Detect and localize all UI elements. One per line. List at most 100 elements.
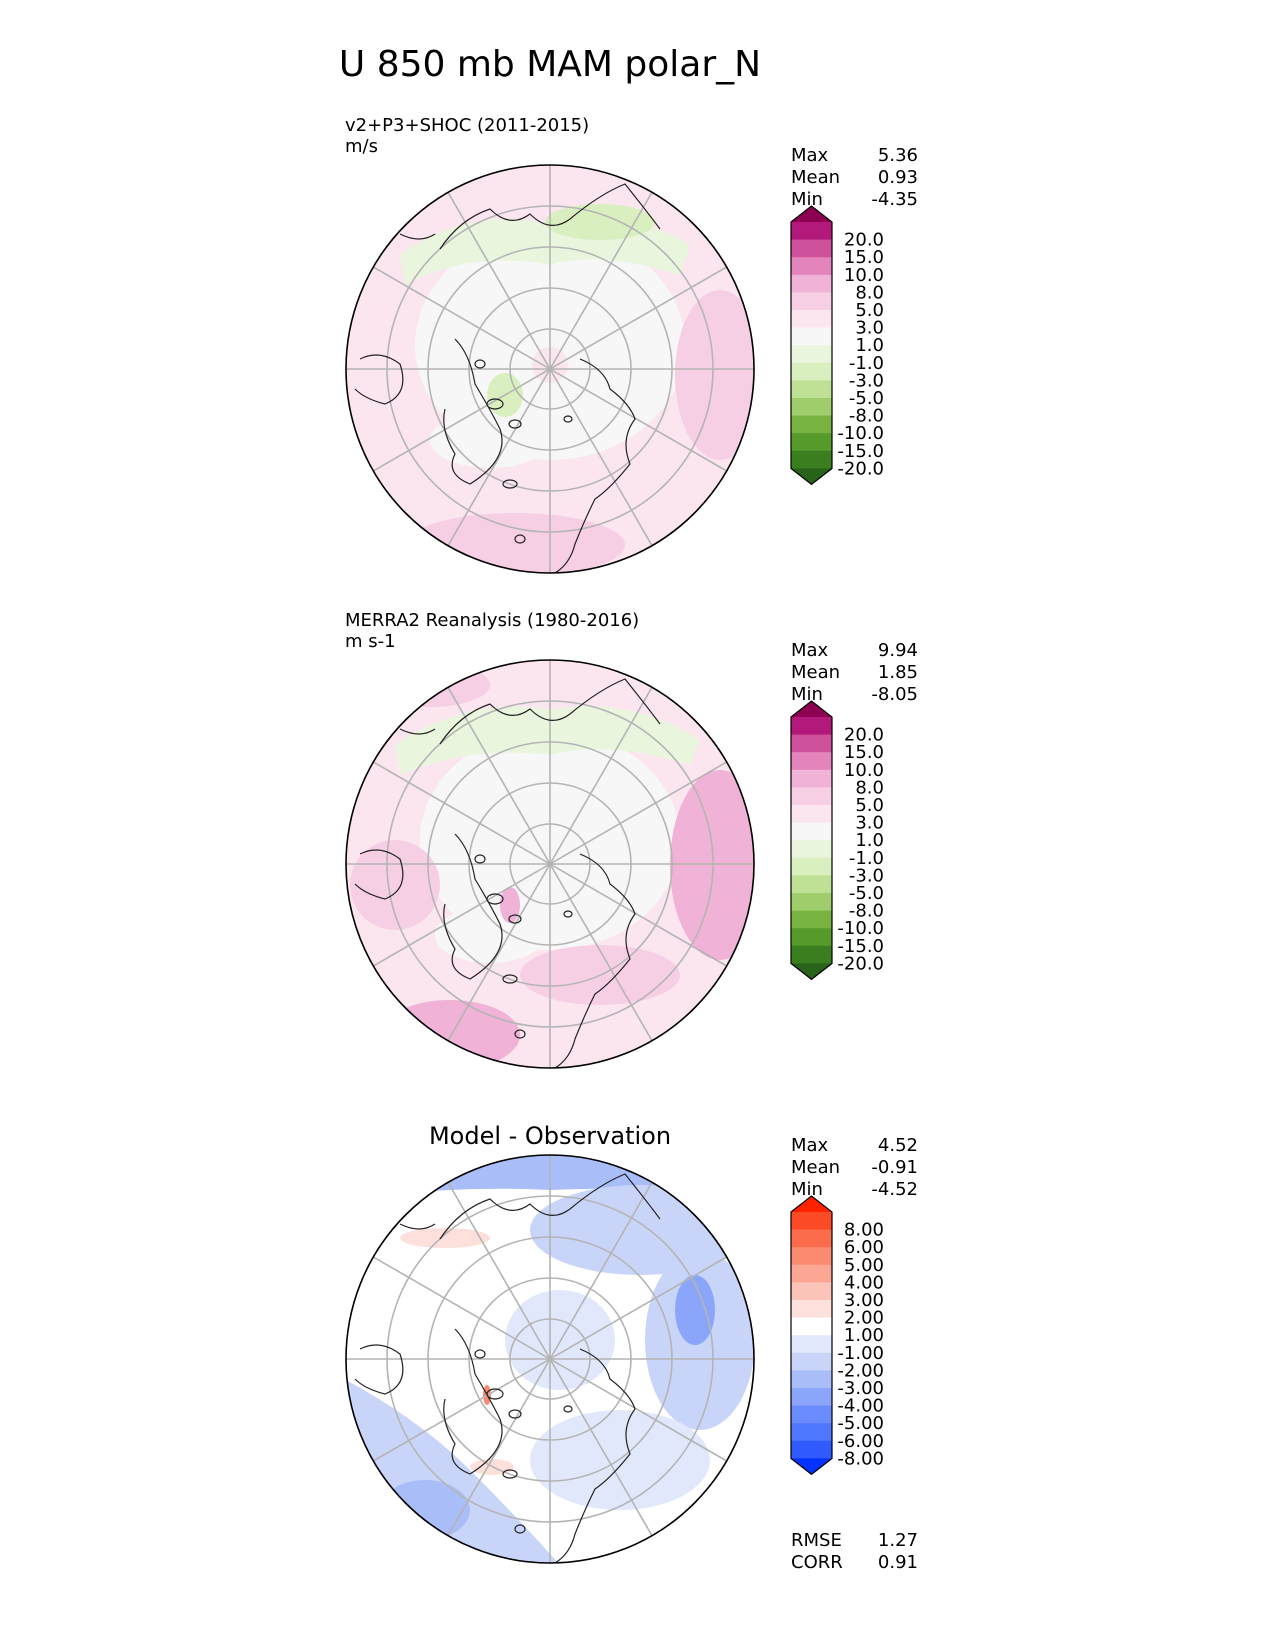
coastline-island	[508, 1409, 522, 1419]
coastline-island	[563, 415, 573, 423]
mean-label: Mean	[791, 662, 840, 683]
colorbar-tick-label: -3.0	[849, 865, 884, 886]
coastline-island	[502, 1469, 518, 1479]
max-value: 5.36	[878, 145, 918, 166]
colorbar-segment	[791, 1317, 832, 1336]
coastline	[439, 183, 661, 250]
colorbar-segment	[791, 1229, 832, 1248]
stats-block: Max 9.94 Mean 1.85 Min -8.05	[791, 640, 918, 705]
corr-value: 0.91	[878, 1552, 918, 1573]
colorbar-segment	[791, 717, 832, 736]
coastline	[354, 1344, 404, 1395]
colorbar-segment	[791, 857, 832, 876]
meridian-line	[447, 686, 653, 1042]
colorbar-tick-label: 10.0	[844, 265, 884, 286]
stats-block: Max 5.36 Mean 0.93 Min -4.35	[791, 145, 918, 210]
min-label: Min	[791, 684, 823, 705]
min-value: -4.52	[871, 1179, 918, 1200]
coastline	[439, 678, 661, 745]
colorbar-tick-label: -8.0	[849, 901, 884, 922]
colorbar-tick-label: 4.00	[844, 1272, 884, 1293]
coastline-island	[474, 1349, 486, 1359]
colorbar-tick-label: -1.00	[837, 1343, 884, 1364]
colorbar-segment	[791, 734, 832, 753]
colorbar-segment	[791, 945, 832, 964]
colorbar-segment	[791, 415, 832, 434]
colorbar-tick-label: -8.00	[837, 1448, 884, 1469]
colorbar-segment	[791, 345, 832, 364]
colorbar-segment	[791, 805, 832, 824]
colorbar-tick-label: -20.0	[837, 458, 884, 479]
coastline	[443, 338, 503, 485]
coastline-island	[502, 479, 518, 489]
colorbar: 20.015.010.08.05.03.01.0-1.0-3.0-5.0-8.0…	[790, 205, 884, 486]
coastline-island	[508, 914, 522, 924]
coastline-island	[563, 910, 573, 918]
mean-value: 1.85	[878, 662, 918, 683]
corr-label: CORR	[791, 1552, 843, 1573]
colorbar-tick-label: 15.0	[844, 742, 884, 763]
colorbar-segment	[791, 1212, 832, 1231]
colorbar-tick-label: 8.00	[844, 1220, 884, 1241]
colorbar-outline	[790, 1195, 833, 1476]
colorbar: 20.015.010.08.05.03.01.0-1.0-3.0-5.0-8.0…	[790, 700, 884, 981]
colorbar-segment	[791, 433, 832, 452]
coastline-group	[354, 183, 681, 573]
colorbar-tick-label: 5.0	[855, 300, 884, 321]
colorbar-segment	[791, 893, 832, 912]
coastline	[354, 849, 404, 900]
coastline-island	[514, 534, 526, 544]
overlay-layer: 20.015.010.08.05.03.01.0-1.0-3.0-5.0-8.0…	[345, 164, 884, 1564]
coastline	[399, 1223, 436, 1230]
coastline	[399, 233, 436, 240]
min-label: Min	[791, 189, 823, 210]
colorbar-tick-label: -2.00	[837, 1360, 884, 1381]
panel-label: v2+P3+SHOC (2011-2015)	[345, 115, 589, 136]
colorbar-extend-high	[791, 1196, 832, 1212]
colorbar-tick-label: 10.0	[844, 760, 884, 781]
rmse-value: 1.27	[878, 1530, 918, 1551]
colorbar-segment	[791, 257, 832, 276]
map-overlay	[345, 1154, 755, 1564]
panel-units: m/s	[345, 136, 378, 157]
coastline-island	[502, 974, 518, 984]
coastline	[554, 853, 636, 1068]
mean-label: Mean	[791, 167, 840, 188]
colorbar-segment	[791, 875, 832, 894]
field-easterly-core	[545, 204, 655, 240]
map-boundary	[345, 164, 755, 574]
colorbar-outline	[790, 205, 833, 486]
colorbar-segment	[791, 910, 832, 929]
max-label: Max	[791, 145, 829, 166]
colorbar-tick-label: 3.0	[855, 813, 884, 834]
colorbar-segment	[791, 274, 832, 293]
field-easterly-band	[395, 706, 700, 775]
colorbar-tick-label: 1.00	[844, 1325, 884, 1346]
colorbar-tick-label: 20.0	[844, 725, 884, 746]
colorbar-segment	[791, 450, 832, 469]
colorbar-segment	[791, 310, 832, 329]
coastline-island	[474, 359, 486, 369]
colorbar-extend-low	[791, 1458, 832, 1475]
colorbar-tick-label: -5.0	[849, 883, 884, 904]
map-boundary	[345, 659, 755, 1069]
mean-value: -0.91	[871, 1157, 918, 1178]
colorbar-tick-label: -6.00	[837, 1431, 884, 1452]
colorbar-segment	[791, 380, 832, 399]
field-pacific-jet	[675, 290, 754, 460]
map-overlay	[345, 659, 755, 1069]
stats-block: Max 4.52 Mean -0.91 Min -4.52	[791, 1135, 918, 1200]
colorbar-segment	[791, 840, 832, 859]
coastline	[399, 728, 436, 735]
coastline-island	[563, 1405, 573, 1413]
mean-value: 0.93	[878, 167, 918, 188]
colorbar-segment	[791, 239, 832, 258]
min-value: -4.35	[871, 189, 918, 210]
field-europe-jet	[350, 840, 440, 930]
field-south-negative	[530, 1410, 710, 1510]
coastline	[439, 1173, 661, 1240]
colorbar-segment	[791, 292, 832, 311]
colorbar-tick-label: -1.0	[849, 848, 884, 869]
colorbar-tick-label: 3.0	[855, 318, 884, 339]
colorbar-tick-label: 3.00	[844, 1290, 884, 1311]
